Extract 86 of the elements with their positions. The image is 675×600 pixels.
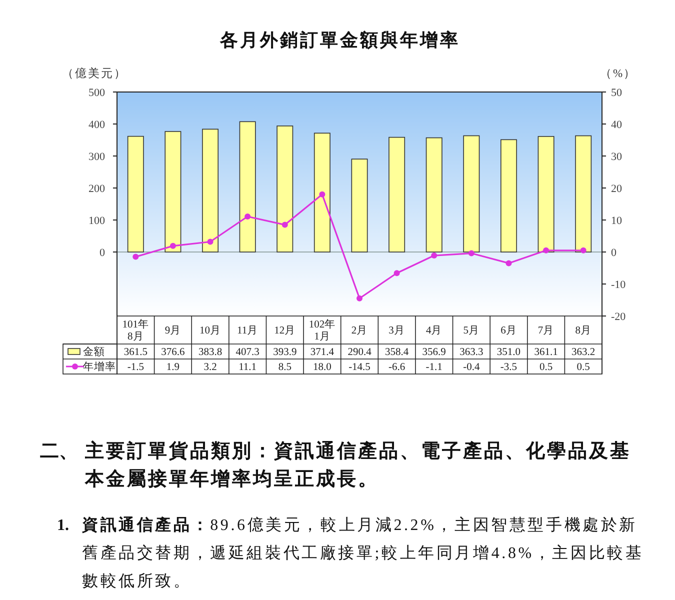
point [356,295,362,302]
point [468,250,474,256]
y2-tick-label: 0 [611,246,617,259]
data-label: 361.1 [534,347,558,358]
data-label: -14.5 [348,362,370,374]
point [394,270,400,276]
data-label: -0.4 [463,362,480,374]
bar [463,135,480,252]
x-tick-label: 10月 [200,324,222,337]
data-label: 290.4 [348,347,372,358]
x-tick-label: 11月 [237,324,258,337]
bar [164,131,182,252]
x-tick-label: 5月 [463,324,480,337]
data-label: 3.2 [204,362,217,374]
bar [127,136,144,252]
data-label: 358.4 [384,347,410,358]
y2-tick-label: 30 [611,150,622,163]
y-tick-label: 200 [88,182,106,195]
data-label: 351.0 [496,347,521,358]
data-label: 376.6 [161,347,185,358]
y-axis-title: （億美元） [62,66,127,80]
bar [276,126,294,252]
point [207,238,214,245]
data-label: 383.8 [198,347,222,358]
data-label: 363.3 [460,347,484,358]
bar [426,137,442,252]
point [282,222,288,228]
text: 二、 主要訂單貨品類別：資訊通信產品、電子產品、化學品及基本金屬接單年增率均呈正成長。 [40,440,631,490]
y-tick-label: 400 [88,118,106,131]
bar [351,158,368,252]
data-label: 407.3 [236,347,260,358]
y2-tick-label: 40 [611,118,622,131]
y-tick-label: 300 [88,150,106,163]
x-tick-label: 6月 [500,324,517,337]
data-label: 371.4 [310,347,335,358]
data-label: -3.5 [500,362,518,374]
bar [239,121,256,252]
y2-tick-label: 10 [611,214,622,227]
legend-label: 金額 [83,345,105,358]
data-label: -1.1 [426,362,442,374]
y-tick-label: 100 [88,214,106,227]
bar [202,128,219,252]
data-label: 361.5 [124,347,148,358]
data-label: 0.5 [576,362,590,374]
data-label: -1.5 [127,362,144,374]
bar [314,132,330,252]
bar [575,135,592,252]
y2-tick-label: -20 [611,310,626,323]
y-tick-label: 500 [88,86,106,99]
bar [388,136,406,252]
y2-tick-label: 20 [611,182,622,195]
data-label: 18.0 [313,362,332,374]
point [244,213,251,220]
x-tick-label: 9月 [164,324,182,337]
bar [538,136,554,252]
data-label: 11.1 [238,362,257,374]
y2-tick-label: -10 [611,278,626,291]
text: 1. 資訊通信產品：89.6億美元，較上月減2.2%，主因智慧型手機處於新舊產品交替期，遞延組裝代工廠接單;較上年同月增4.8%，主因比較基數較低所致。 [57,516,644,590]
point [170,242,176,249]
x-tick-label: 3月 [388,324,405,337]
x-tick-label: 12月 [274,324,296,337]
data-label: 363.2 [572,347,596,358]
data-label: -6.6 [388,362,406,374]
point [431,252,438,259]
legend-label: 年增率 [83,360,116,374]
x-tick-label: 102年 1月 [308,318,336,343]
point [580,247,586,254]
point [319,191,326,198]
point [543,247,550,254]
data-label: 0.5 [539,362,553,374]
x-tick-label: 8月 [575,324,592,337]
x-tick-label: 2月 [351,324,368,337]
x-tick-label: 7月 [538,324,554,337]
data-label: 8.5 [278,362,292,374]
chart-title: 各月外銷訂單金額與年增率 [219,30,460,50]
data-label: 356.9 [422,347,446,358]
data-label: 393.9 [273,347,297,358]
bar [500,139,517,252]
y-tick-label: 0 [100,246,106,259]
x-tick-label: 101年 8月 [122,318,150,343]
data-label: 1.9 [166,362,180,374]
point [506,260,512,266]
y2-tick-label: 50 [611,86,622,99]
x-tick-label: 4月 [426,324,442,337]
point [132,254,139,260]
y2-axis-title: （%） [600,68,637,80]
